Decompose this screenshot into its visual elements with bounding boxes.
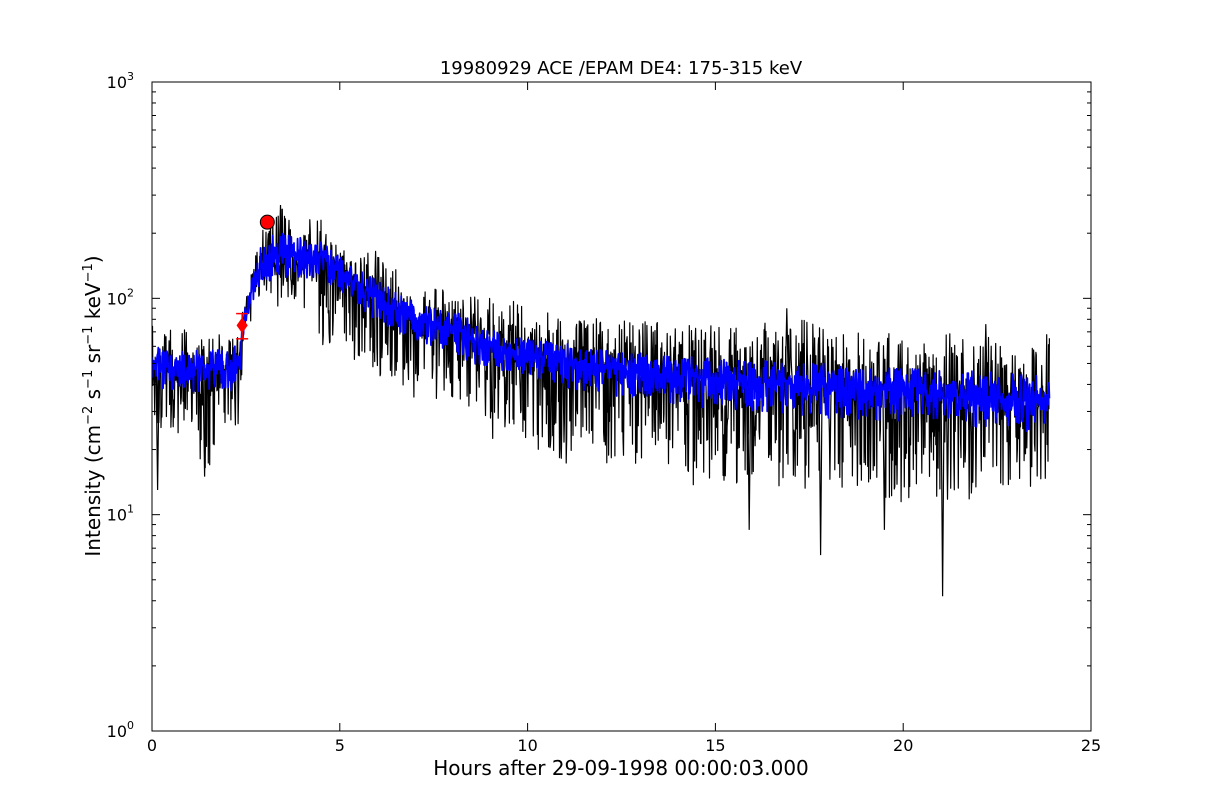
raw-spike (818, 385, 823, 556)
y-axis-label: Intensity (cm−2 s−1 sr−1 keV−1) (81, 255, 105, 556)
smoothed-intensity-series (152, 232, 1051, 432)
y-tick-label: 103 (107, 70, 134, 92)
y-label-sup: −1 (81, 370, 96, 389)
raw-spike (882, 390, 887, 530)
y-label-part: ) (81, 255, 105, 263)
y-label-part: sr (81, 344, 105, 370)
raw-spike (940, 394, 945, 597)
raw-spike (784, 308, 789, 383)
plot-data (152, 204, 1051, 597)
onset-marker (236, 317, 248, 334)
x-tick-label: 15 (705, 736, 725, 755)
y-tick-label: 101 (107, 503, 134, 525)
y-label-part: Intensity (cm (81, 425, 105, 557)
x-tick-label: 5 (335, 736, 345, 755)
plot-frame (151, 81, 1092, 732)
y-label-part: keV (81, 282, 105, 326)
x-tick-label: 25 (1081, 736, 1101, 755)
raw-spike (983, 324, 988, 398)
y-label-part: s (81, 389, 105, 406)
x-tick-label: 20 (893, 736, 913, 755)
x-tick-label: 0 (147, 736, 157, 755)
y-tick-label: 100 (107, 719, 134, 741)
x-axis-ticks: 0 5 10 15 20 25 (147, 82, 1101, 755)
peak-marker (259, 214, 275, 230)
raw-spike (202, 375, 207, 477)
y-label-sup: −1 (81, 326, 96, 345)
y-label-sup: −1 (81, 263, 96, 282)
x-axis-label: Hours after 29-09-1998 00:00:03.000 (433, 756, 809, 780)
y-axis-ticks: 100 101 102 103 (107, 70, 1091, 741)
chart-title: 19980929 ACE /EPAM DE4: 175-315 keV (440, 58, 803, 79)
y-label-sup: −2 (81, 406, 96, 425)
x-tick-label: 10 (517, 736, 537, 755)
event-markers (236, 214, 275, 340)
y-tick-label: 102 (107, 286, 134, 308)
raw-spike (155, 370, 160, 491)
raw-spike (747, 381, 752, 530)
